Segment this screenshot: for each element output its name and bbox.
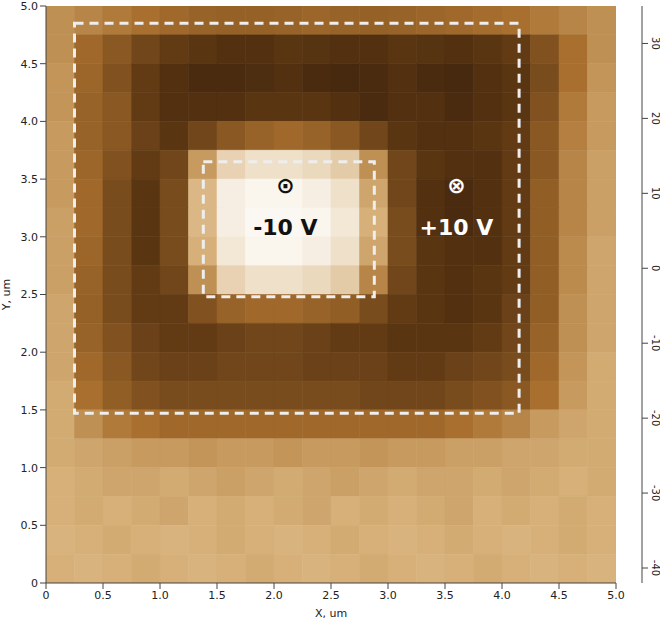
svg-text:1.0: 1.0: [151, 589, 169, 602]
svg-text:2.0: 2.0: [265, 589, 283, 602]
svg-text:-30: -30: [650, 485, 660, 501]
svg-text:1.5: 1.5: [208, 589, 226, 602]
svg-text:0: 0: [31, 577, 38, 590]
svg-text:X, um: X, um: [315, 607, 347, 619]
svg-text:2.5: 2.5: [21, 288, 39, 301]
svg-text:20: 20: [650, 112, 660, 125]
svg-text:5.0: 5.0: [21, 0, 39, 13]
svg-text:1.0: 1.0: [21, 462, 39, 475]
svg-text:1.5: 1.5: [21, 404, 39, 417]
svg-text:4.5: 4.5: [21, 58, 39, 71]
svg-text:-40: -40: [650, 560, 660, 576]
svg-text:⊗: ⊗: [447, 173, 465, 198]
svg-text:2.5: 2.5: [322, 589, 340, 602]
svg-text:0.5: 0.5: [94, 589, 112, 602]
svg-text:Y, um: Y, um: [0, 279, 13, 311]
svg-text:-10: -10: [650, 335, 660, 351]
svg-text:10: 10: [650, 187, 660, 200]
svg-text:+10 V: +10 V: [420, 215, 494, 240]
svg-text:4.0: 4.0: [493, 589, 511, 602]
svg-text:4.0: 4.0: [21, 115, 39, 128]
svg-text:30: 30: [650, 37, 660, 50]
svg-text:⊙: ⊙: [276, 173, 294, 198]
svg-text:2.0: 2.0: [21, 346, 39, 359]
svg-text:5.0: 5.0: [607, 589, 625, 602]
svg-text:3.0: 3.0: [379, 589, 397, 602]
svg-text:3.0: 3.0: [21, 231, 39, 244]
svg-text:3.5: 3.5: [436, 589, 454, 602]
svg-text:0: 0: [43, 589, 50, 602]
svg-text:4.5: 4.5: [550, 589, 568, 602]
svg-text:-10 V: -10 V: [253, 215, 317, 240]
svg-text:0: 0: [650, 265, 660, 271]
svg-text:3.5: 3.5: [21, 173, 39, 186]
svg-text:0.5: 0.5: [21, 519, 39, 532]
svg-text:-20: -20: [650, 410, 660, 426]
